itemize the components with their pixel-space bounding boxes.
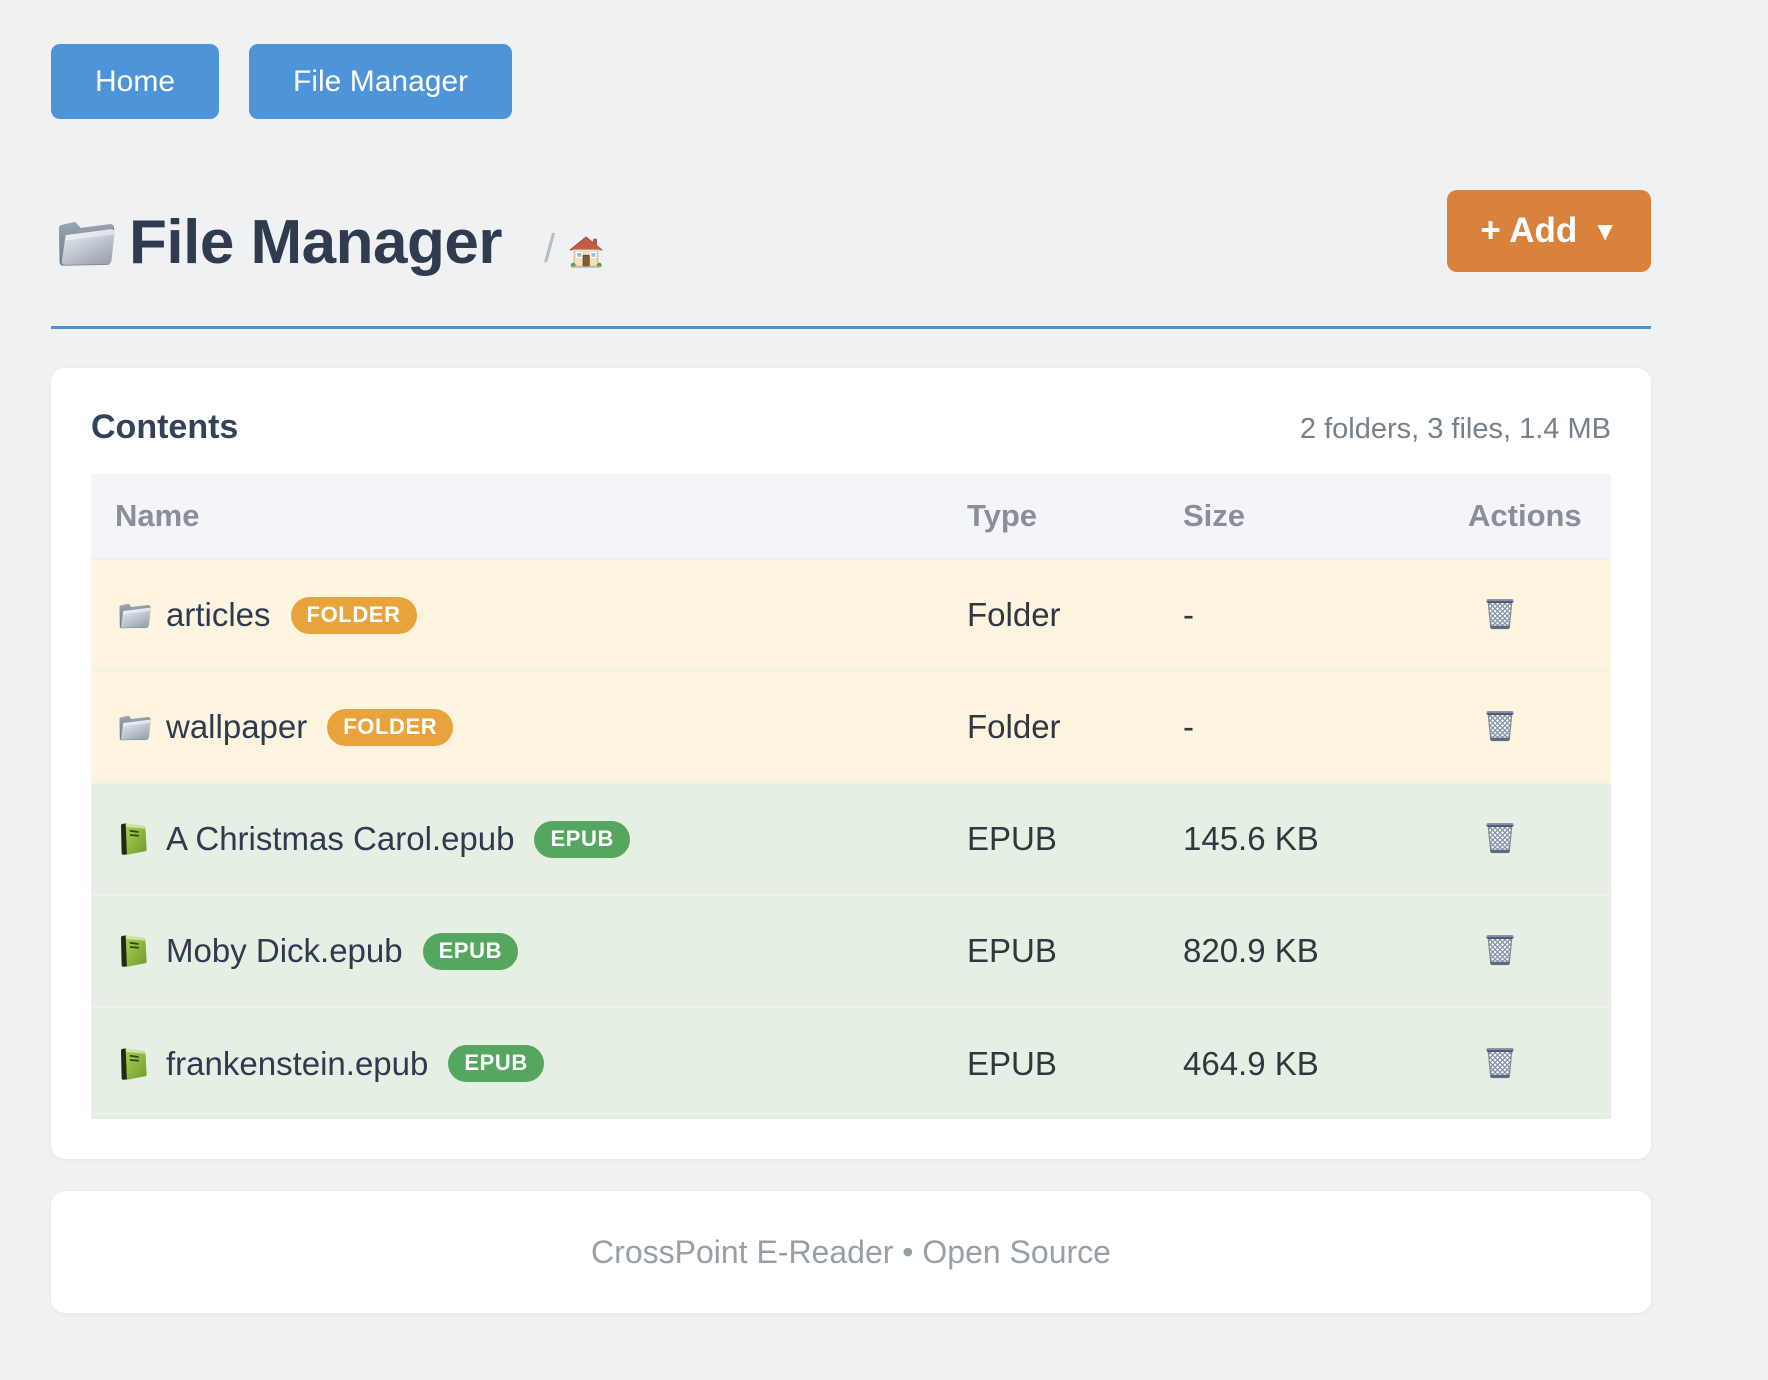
type-badge: FOLDER xyxy=(327,708,454,746)
size-cell: 820.9 KB xyxy=(1159,894,1444,1007)
file-name-link[interactable]: wallpaper xyxy=(166,708,308,745)
table-row: articles FOLDER Folder - xyxy=(91,558,1611,671)
contents-heading: Contents xyxy=(91,408,239,446)
delete-button[interactable] xyxy=(1482,930,1518,967)
column-header-name: Name xyxy=(91,474,943,559)
file-name-link[interactable]: frankenstein.epub xyxy=(166,1044,429,1082)
trash-icon xyxy=(1482,1043,1518,1080)
nav-home-button[interactable]: Home xyxy=(51,44,220,119)
file-table-body: articles FOLDER Folder - wallpaper FOLDER Fold… xyxy=(91,558,1611,1119)
delete-button[interactable] xyxy=(1482,594,1518,631)
column-header-size: Size xyxy=(1159,474,1444,559)
delete-button[interactable] xyxy=(1482,706,1518,743)
caret-down-icon: ▼ xyxy=(1592,216,1618,246)
table-row: frankenstein.epub EPUB EPUB 464.9 KB xyxy=(91,1006,1611,1119)
table-row: A Christmas Carol.epub EPUB EPUB 145.6 KB xyxy=(91,782,1611,895)
file-name-link[interactable]: A Christmas Carol.epub xyxy=(166,820,515,857)
folder-icon xyxy=(115,709,152,745)
column-header-type: Type xyxy=(943,474,1159,559)
type-cell: Folder xyxy=(943,670,1159,783)
top-nav: Home File Manager xyxy=(51,0,1651,119)
file-name-link[interactable]: articles xyxy=(166,596,271,633)
page: Home File Manager File Manager / + Add ▼… xyxy=(51,0,1651,1313)
add-button-label: + Add xyxy=(1480,211,1578,250)
home-icon[interactable] xyxy=(568,234,604,270)
folder-icon xyxy=(115,597,152,633)
contents-card-header: Contents 2 folders, 3 files, 1.4 MB xyxy=(91,408,1611,447)
actions-cell xyxy=(1444,894,1611,1007)
size-cell: 464.9 KB xyxy=(1159,1006,1444,1119)
actions-cell xyxy=(1444,670,1611,783)
name-cell: frankenstein.epub EPUB xyxy=(91,1006,943,1119)
nav-file-manager-button[interactable]: File Manager xyxy=(249,44,513,119)
size-cell: - xyxy=(1159,670,1444,783)
type-badge: EPUB xyxy=(422,932,519,970)
footer-text: CrossPoint E-Reader • Open Source xyxy=(591,1233,1111,1270)
actions-cell xyxy=(1444,1006,1611,1119)
name-cell: articles FOLDER xyxy=(91,558,943,671)
size-cell: 145.6 KB xyxy=(1159,782,1444,895)
trash-icon xyxy=(1482,930,1518,967)
page-header: File Manager / + Add ▼ xyxy=(51,190,1651,329)
name-cell: wallpaper FOLDER xyxy=(91,670,943,783)
type-cell: EPUB xyxy=(943,782,1159,895)
type-badge: EPUB xyxy=(534,820,631,858)
file-name-link[interactable]: Moby Dick.epub xyxy=(166,932,403,969)
name-cell: Moby Dick.epub EPUB xyxy=(91,894,943,1007)
name-cell: A Christmas Carol.epub EPUB xyxy=(91,782,943,895)
title-wrap: File Manager / xyxy=(51,208,604,277)
type-badge: EPUB xyxy=(448,1045,544,1082)
column-header-actions: Actions xyxy=(1444,474,1611,559)
trash-icon xyxy=(1482,818,1518,855)
footer: CrossPoint E-Reader • Open Source xyxy=(51,1191,1651,1313)
file-table-head: Name Type Size Actions xyxy=(91,474,1611,559)
type-cell: EPUB xyxy=(943,894,1159,1007)
breadcrumb-separator: / xyxy=(544,227,556,271)
actions-cell xyxy=(1444,558,1611,671)
type-badge: FOLDER xyxy=(290,596,417,634)
folder-icon xyxy=(51,213,117,271)
contents-card: Contents 2 folders, 3 files, 1.4 MB Name… xyxy=(51,368,1651,1159)
type-cell: Folder xyxy=(943,558,1159,671)
book-icon xyxy=(115,933,152,969)
delete-button[interactable] xyxy=(1482,818,1518,855)
actions-cell xyxy=(1444,782,1611,895)
delete-button[interactable] xyxy=(1482,1043,1518,1080)
file-table: Name Type Size Actions articles FOLDER Fol… xyxy=(91,474,1611,1119)
table-row: Moby Dick.epub EPUB EPUB 820.9 KB xyxy=(91,894,1611,1007)
book-icon xyxy=(115,821,152,857)
contents-summary: 2 folders, 3 files, 1.4 MB xyxy=(1299,413,1611,445)
header-row: Name Type Size Actions xyxy=(91,474,1611,559)
page-title: File Manager xyxy=(129,208,503,277)
add-button[interactable]: + Add ▼ xyxy=(1447,190,1651,272)
table-row: wallpaper FOLDER Folder - xyxy=(91,670,1611,783)
book-icon xyxy=(115,1046,152,1082)
trash-icon xyxy=(1482,594,1518,631)
size-cell: - xyxy=(1159,558,1444,671)
trash-icon xyxy=(1482,706,1518,743)
type-cell: EPUB xyxy=(943,1006,1159,1119)
